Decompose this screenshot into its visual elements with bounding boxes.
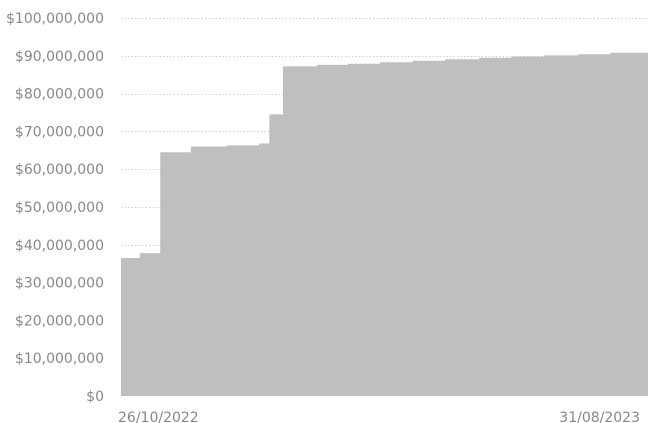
y-tick-label: $50,000,000 [15, 200, 104, 216]
y-tick-label: $30,000,000 [15, 276, 104, 292]
y-axis: $0 $10,000,000 $20,000,000 $30,000,000 $40,0… [6, 11, 104, 405]
y-tick-label: $40,000,000 [15, 238, 104, 254]
y-tick-label: $0 [86, 389, 104, 405]
y-tick-label: $10,000,000 [15, 351, 104, 367]
x-tick-label: 26/10/2022 [118, 410, 199, 423]
y-tick-label: $100,000,000 [6, 11, 104, 27]
y-tick-label: $90,000,000 [15, 49, 104, 65]
x-tick-label: 31/08/2023 [559, 410, 640, 423]
y-tick-label: $80,000,000 [15, 87, 104, 103]
x-axis: 26/10/2022 31/08/2023 [118, 410, 640, 423]
y-tick-label: $20,000,000 [15, 313, 104, 329]
y-tick-label: $60,000,000 [15, 162, 104, 178]
area-series [121, 52, 648, 396]
y-tick-label: $70,000,000 [15, 124, 104, 140]
